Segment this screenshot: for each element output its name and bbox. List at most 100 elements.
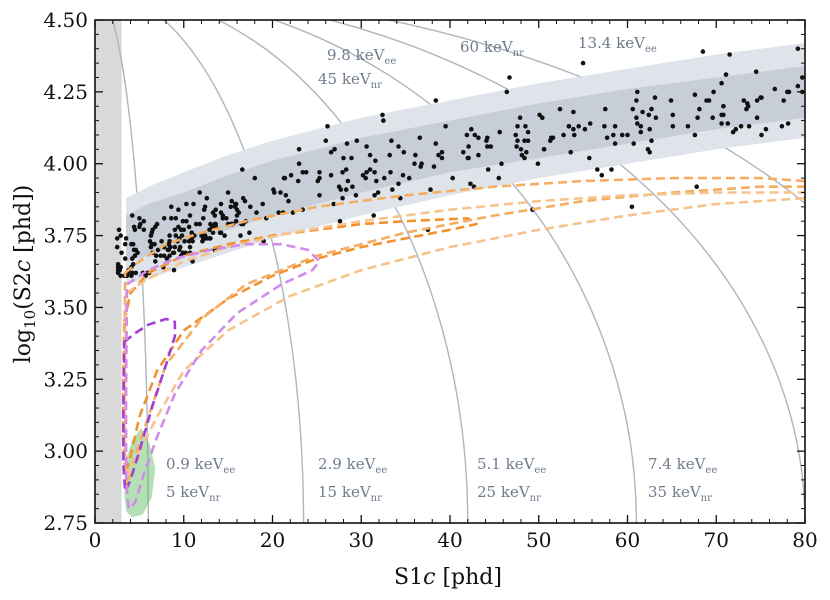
data-point-372: [580, 60, 586, 66]
data-point-29: [133, 270, 139, 276]
data-point-281: [372, 193, 377, 198]
energy-label-ee-1: 2.9 keVee: [318, 455, 387, 476]
data-point-259: [433, 141, 439, 146]
data-point-290: [468, 181, 473, 187]
data-point-16: [184, 201, 189, 207]
data-point-158: [131, 224, 137, 230]
data-point-12: [114, 244, 120, 250]
data-point-318: [388, 170, 393, 175]
data-point-339: [517, 115, 523, 120]
data-point-10: [172, 227, 178, 233]
data-point-109: [213, 207, 218, 212]
data-point-271: [496, 175, 502, 181]
data-point-270: [439, 155, 445, 161]
data-point-261: [772, 86, 778, 92]
data-point-272: [374, 178, 379, 184]
data-point-342: [670, 112, 676, 118]
data-point-293: [646, 112, 652, 118]
data-point-303: [634, 115, 639, 120]
data-point-27: [197, 190, 202, 195]
axis-ticks-layer: 0 10 20 30 40 50 60 70 80 2.75 3.00 3.25 3.50 3.75 4.0…: [43, 8, 817, 552]
data-point-18: [176, 207, 181, 212]
data-point-220: [634, 98, 639, 103]
data-point-263: [436, 152, 441, 158]
data-point-368: [337, 218, 343, 224]
data-point-346: [296, 161, 302, 166]
data-point-277: [744, 106, 749, 112]
data-point-129: [201, 207, 207, 212]
y-tick-label-7: 4.50: [43, 8, 88, 32]
data-point-286: [396, 144, 401, 149]
y-tick-label-5: 4.00: [43, 152, 88, 176]
data-point-232: [328, 172, 334, 178]
data-point-118: [276, 210, 282, 215]
data-point-145: [115, 264, 121, 270]
data-point-381: [252, 175, 258, 181]
data-point-133: [234, 213, 240, 218]
data-point-175: [638, 124, 644, 129]
data-point-15: [187, 213, 193, 218]
data-point-317: [524, 149, 529, 155]
energy-contour-1: [162, 20, 305, 523]
data-point-177: [753, 69, 759, 74]
data-point-255: [331, 201, 337, 207]
data-point-136: [210, 230, 216, 235]
data-point-71: [169, 216, 174, 221]
data-point-152: [212, 221, 218, 227]
data-point-341: [763, 126, 769, 132]
data-point-314: [759, 132, 764, 138]
energy-label-ee-5: 13.4 keVee: [578, 34, 657, 55]
data-point-131: [218, 201, 224, 207]
data-point-151: [166, 247, 171, 253]
data-point-297: [612, 124, 618, 129]
data-point-267: [635, 121, 640, 126]
data-point-350: [406, 175, 412, 181]
y-tick-label-4: 3.75: [43, 224, 88, 248]
y-tick-label-2: 3.25: [43, 367, 88, 391]
data-point-206: [785, 121, 791, 126]
data-point-125: [147, 239, 153, 244]
data-point-332: [537, 112, 542, 118]
data-point-320: [354, 138, 360, 143]
data-point-343: [382, 175, 387, 181]
data-point-338: [630, 106, 636, 112]
data-point-117: [182, 239, 187, 244]
data-point-247: [400, 172, 406, 178]
x-tick-label-3: 30: [349, 528, 374, 552]
data-point-208: [640, 109, 645, 115]
data-point-299: [566, 124, 572, 129]
data-point-78: [130, 256, 135, 261]
data-point-371: [504, 89, 510, 95]
data-point-174: [353, 193, 359, 198]
data-point-328: [721, 112, 726, 118]
data-point-48: [123, 236, 129, 241]
data-point-278: [647, 149, 652, 155]
data-point-307: [375, 190, 381, 195]
data-point-8: [171, 267, 177, 273]
data-point-93: [186, 224, 192, 230]
data-point-183: [476, 152, 481, 158]
data-point-352: [568, 149, 573, 155]
data-point-197: [412, 161, 417, 166]
data-point-199: [730, 129, 736, 135]
data-point-141: [118, 273, 123, 279]
data-point-67: [233, 218, 239, 224]
data-point-85: [204, 195, 210, 201]
data-point-366: [694, 184, 699, 189]
data-point-358: [719, 80, 724, 86]
data-point-39: [172, 244, 178, 250]
data-point-36: [228, 204, 234, 210]
er-band-inner: [126, 66, 805, 262]
data-point-233: [514, 144, 519, 149]
data-point-235: [733, 126, 739, 132]
data-point-356: [317, 170, 322, 175]
energy-label-nr-5: 60 keVnr: [460, 38, 524, 59]
data-point-128: [232, 204, 238, 210]
data-point-20: [161, 253, 167, 258]
data-point-189: [741, 98, 747, 103]
x-tick-label-1: 10: [171, 528, 196, 552]
data-point-292: [649, 138, 654, 143]
data-point-45: [169, 204, 174, 210]
data-point-69: [130, 241, 136, 247]
